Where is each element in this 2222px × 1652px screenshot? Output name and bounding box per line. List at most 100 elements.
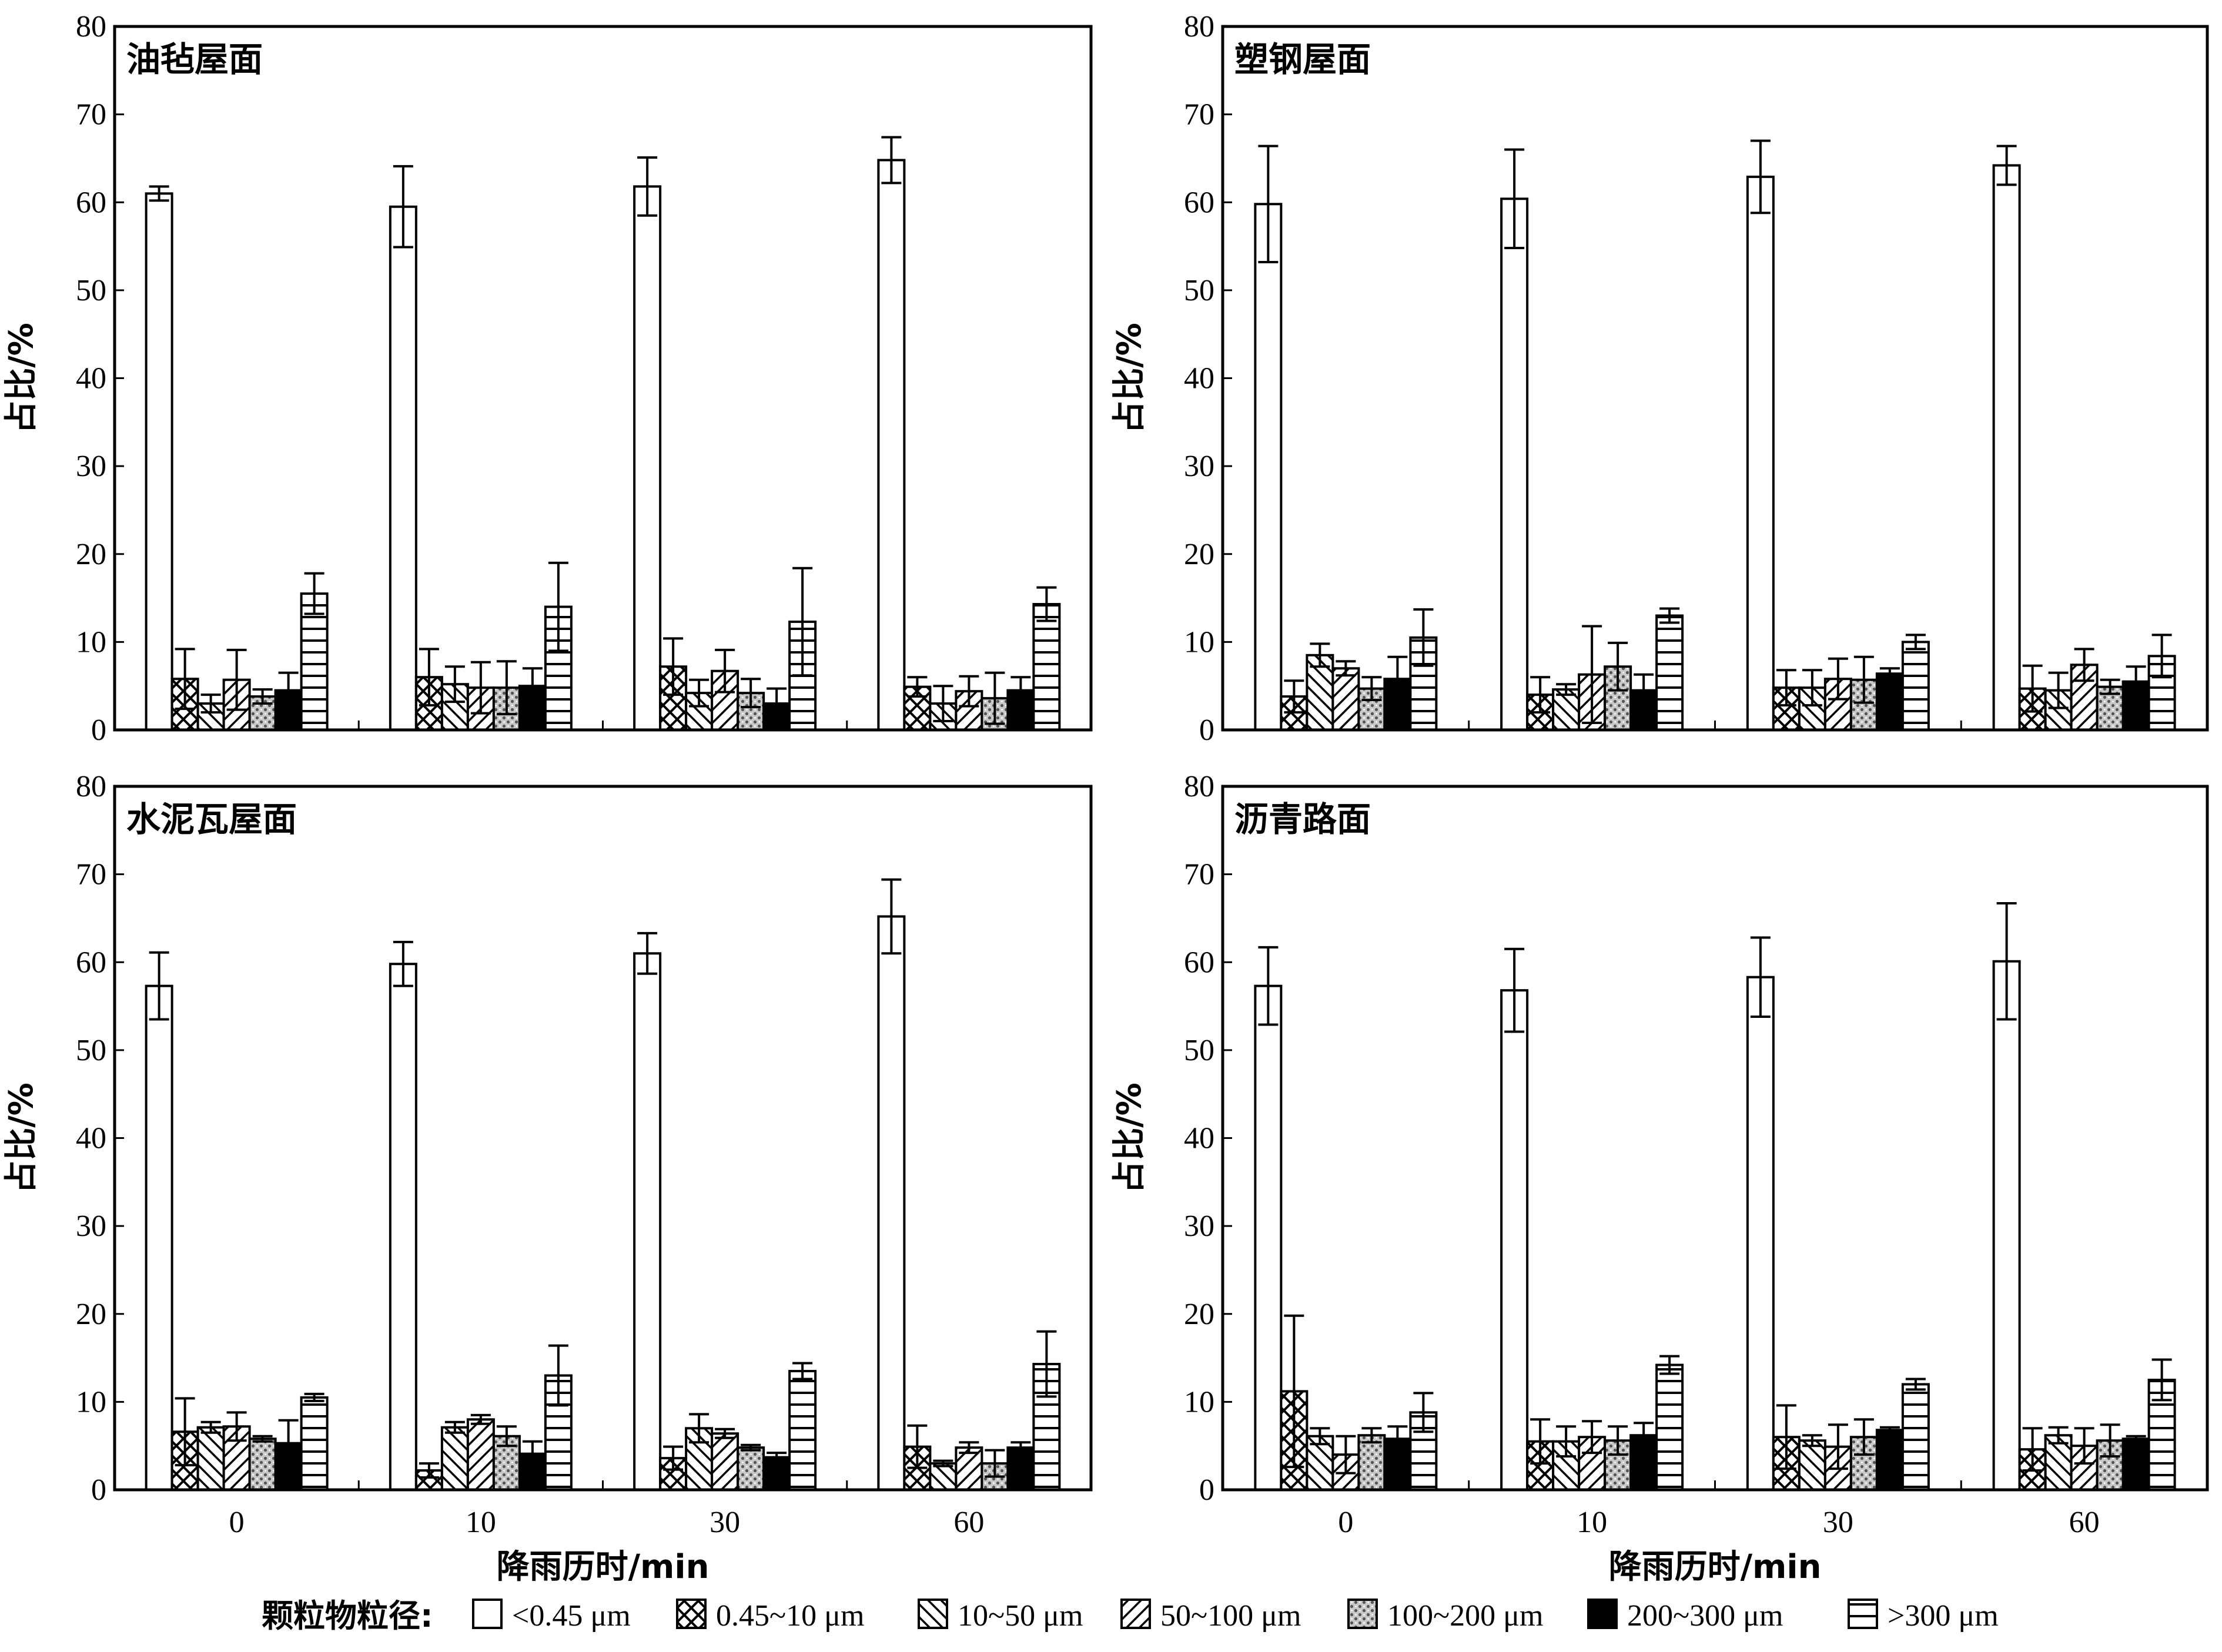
error-bar [1036, 1330, 1057, 1398]
error-bar [1284, 1314, 1304, 1469]
legend-swatch [472, 1599, 503, 1629]
plot-frame [113, 25, 1093, 732]
legend-item: 100~200 μm [1347, 1599, 1543, 1633]
bar [440, 1426, 469, 1492]
legend-label: 10~50 μm [958, 1599, 1083, 1633]
bar [1992, 960, 2021, 1492]
y-tick-label: 20 [76, 1298, 106, 1331]
error-bar [522, 667, 543, 705]
error-bar [226, 1411, 247, 1442]
error-bar [548, 561, 568, 652]
error-bar [2074, 1427, 2094, 1465]
error-bar [419, 1462, 439, 1479]
error-bar [1582, 1420, 1602, 1455]
error-bar [304, 572, 324, 615]
bar [788, 1370, 817, 1492]
y-tick-label: 60 [1184, 186, 1214, 219]
legend-label: 50~100 μm [1160, 1599, 1301, 1633]
legend-item: 50~100 μm [1120, 1599, 1301, 1633]
error-bar [470, 661, 491, 715]
error-bar [1879, 1426, 1900, 1434]
error-bar [1036, 586, 1057, 622]
error-bar [1336, 660, 1356, 677]
bar [1409, 636, 1438, 732]
y-axis-label: 占比/% [2, 1083, 41, 1194]
legend-swatch [1587, 1599, 1618, 1629]
bar [1655, 1363, 1684, 1491]
y-tick-label: 40 [76, 362, 106, 396]
bar [300, 592, 329, 731]
legend-swatch [918, 1599, 948, 1629]
error-bar [175, 1397, 195, 1467]
error-bar [1750, 936, 1771, 1018]
bar [1032, 603, 1061, 731]
error-bar [200, 1420, 221, 1434]
bar [1383, 678, 1412, 732]
error-bar [1802, 1434, 1822, 1447]
bar [2121, 1437, 2150, 1492]
error-bar [393, 940, 413, 987]
error-bar [689, 1413, 710, 1444]
plot-frame [1221, 785, 2209, 1492]
bar [145, 192, 173, 732]
error-bar [1284, 679, 1304, 714]
bar [196, 1426, 225, 1492]
y-tick-label: 0 [1199, 1473, 1214, 1507]
bar [877, 159, 906, 731]
error-bar [2048, 671, 2069, 709]
error-bar [959, 675, 979, 708]
error-bar [792, 1362, 813, 1380]
error-bar [1530, 676, 1551, 714]
y-tick-label: 50 [1184, 274, 1214, 307]
legend-swatch [1120, 1599, 1151, 1629]
bar [1901, 641, 1930, 731]
error-bar [959, 1441, 979, 1455]
error-bar [1361, 676, 1382, 702]
y-tick-label: 70 [76, 858, 106, 892]
error-bar [1608, 1425, 1628, 1456]
error-bar [2048, 1426, 2069, 1445]
x-axis-label: 降雨历时/min [1609, 1548, 1822, 1586]
error-bar [1582, 625, 1602, 725]
error-bar [304, 1392, 324, 1402]
legend-swatch [676, 1599, 707, 1629]
error-bar [278, 1419, 299, 1467]
error-bar [741, 1443, 761, 1452]
y-tick-label: 30 [76, 1209, 106, 1243]
error-bar [1750, 139, 1771, 215]
y-axis-label: 占比/% [1110, 323, 1149, 434]
error-bar [1504, 947, 1525, 1033]
y-axis-label: 占比/% [1110, 1083, 1149, 1194]
error-bar [2022, 1427, 2043, 1472]
error-bar [1996, 902, 2017, 1021]
error-bar [149, 185, 169, 202]
y-axis-label: 占比/% [2, 323, 41, 434]
y-tick-label: 70 [76, 98, 106, 132]
legend-item: 0.45~10 μm [676, 1599, 864, 1633]
error-bar [1336, 1435, 1356, 1475]
error-bar [470, 1413, 491, 1425]
y-tick-label: 60 [76, 946, 106, 979]
bar [248, 1437, 277, 1492]
bar [1552, 688, 1581, 731]
y-tick-label: 60 [1184, 946, 1214, 979]
y-tick-label: 30 [76, 450, 106, 483]
panel-title: 沥青路面 [1234, 799, 1371, 839]
error-bar [1828, 1423, 1848, 1470]
bar [389, 205, 417, 731]
y-tick-label: 40 [1184, 1122, 1214, 1155]
bar [877, 915, 906, 1491]
y-tick-label: 80 [76, 770, 106, 803]
legend-label: 100~200 μm [1387, 1599, 1543, 1633]
error-bar [1010, 676, 1031, 705]
error-bar [907, 676, 928, 698]
error-bar [715, 648, 735, 693]
bar [1331, 667, 1360, 731]
panel-title: 水泥瓦屋面 [126, 799, 297, 839]
bar [1254, 203, 1283, 731]
error-bar [419, 648, 439, 707]
error-bar [1504, 148, 1525, 250]
y-tick-label: 0 [91, 713, 106, 747]
